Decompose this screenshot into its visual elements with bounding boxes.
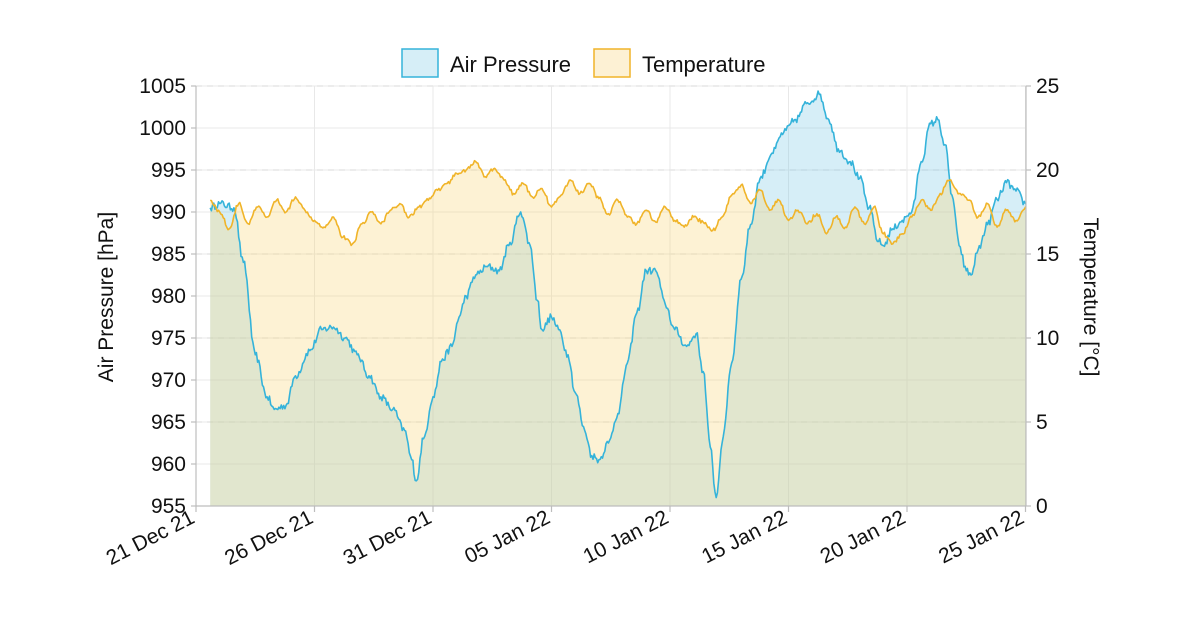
right-tick-label: 0 xyxy=(1036,495,1048,518)
left-tick-label: 975 xyxy=(151,327,186,350)
right-tick-label: 15 xyxy=(1036,243,1059,266)
area-temperature xyxy=(210,160,1026,506)
right-tick-label: 20 xyxy=(1036,159,1059,182)
line-air-pressure xyxy=(209,90,1026,499)
legend-item-temperature[interactable]: Temperature xyxy=(593,48,766,78)
left-tick-label: 985 xyxy=(151,243,186,266)
left-tick-label: 980 xyxy=(151,285,186,308)
legend-label-temperature: Temperature xyxy=(642,52,766,77)
left-y-axis: 955 960 965 970 975 980 985 990 995 1000 1005 xyxy=(139,75,186,518)
left-tick-label: 960 xyxy=(151,453,186,476)
line-temperature xyxy=(209,159,1026,247)
left-tick-label: 955 xyxy=(151,495,186,518)
left-tick-label: 1000 xyxy=(139,117,186,140)
left-tick-label: 990 xyxy=(151,201,186,224)
left-axis-title: Air Pressure [hPa] xyxy=(95,212,118,382)
series-lines xyxy=(209,90,1026,499)
legend-swatch-temperature xyxy=(593,48,631,78)
left-tick-label: 1005 xyxy=(139,75,186,98)
legend-item-air-pressure[interactable]: Air Pressure xyxy=(401,48,571,78)
left-tick-label: 965 xyxy=(151,411,186,434)
right-tick-label: 5 xyxy=(1036,411,1048,434)
area-air-pressure xyxy=(210,91,1026,506)
right-tick-label: 10 xyxy=(1036,327,1059,350)
legend[interactable]: Air Pressure Temperature xyxy=(401,48,766,78)
right-tick-label: 25 xyxy=(1036,75,1059,98)
left-tick-label: 995 xyxy=(151,159,186,182)
axes xyxy=(191,85,1031,512)
legend-label-air-pressure: Air Pressure xyxy=(450,52,571,77)
left-tick-label: 970 xyxy=(151,369,186,392)
series-areas xyxy=(210,91,1026,506)
legend-swatch-air-pressure xyxy=(401,48,439,78)
right-axis-title: Temperature [°C] xyxy=(1079,218,1102,377)
right-y-axis: 0 5 10 15 20 25 xyxy=(1036,75,1059,518)
